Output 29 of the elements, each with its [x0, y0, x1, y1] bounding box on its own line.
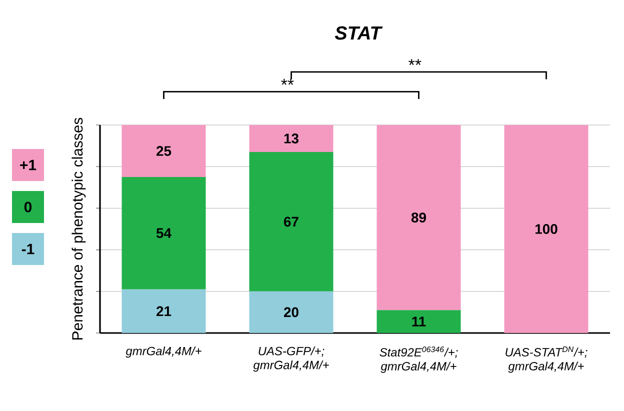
x-tick-label: UAS-GFP/+; gmrGal4,4M/+ — [253, 346, 329, 372]
data-label: 67 — [284, 216, 298, 227]
data-label: 100 — [535, 224, 558, 234]
bar — [249, 291, 334, 333]
data-label: 21 — [156, 306, 172, 316]
bar — [249, 124, 334, 152]
chart-title: STAT — [334, 26, 383, 40]
bar — [376, 310, 461, 333]
bar — [122, 289, 206, 333]
data-label: 54 — [156, 228, 172, 238]
text: ** — [281, 78, 294, 85]
data-label: 89 — [411, 212, 426, 222]
bar — [122, 124, 206, 177]
data-label: 13 — [284, 134, 298, 144]
y-axis-title: Penetrance of phenotypic classes — [72, 118, 86, 340]
text: +1 — [20, 160, 36, 170]
data-label: 11 — [412, 316, 426, 326]
bar — [122, 176, 206, 290]
text: ** — [408, 59, 422, 66]
x-tick-label: gmrGal4,4M/+ — [126, 346, 202, 358]
x-tick-label: Stat92E$^{06346}$/+; gmrGal4,4M/+ — [380, 346, 458, 373]
data-label: 25 — [156, 146, 172, 156]
x-tick-label: UAS-STAT$^{DN}$/+; gmrGal4,4M/+ — [506, 346, 588, 373]
text: 0 — [24, 202, 32, 212]
bar — [504, 124, 588, 333]
data-label: 20 — [284, 307, 298, 318]
bar — [249, 152, 334, 292]
bar — [376, 124, 461, 310]
text: -1 — [22, 244, 34, 254]
